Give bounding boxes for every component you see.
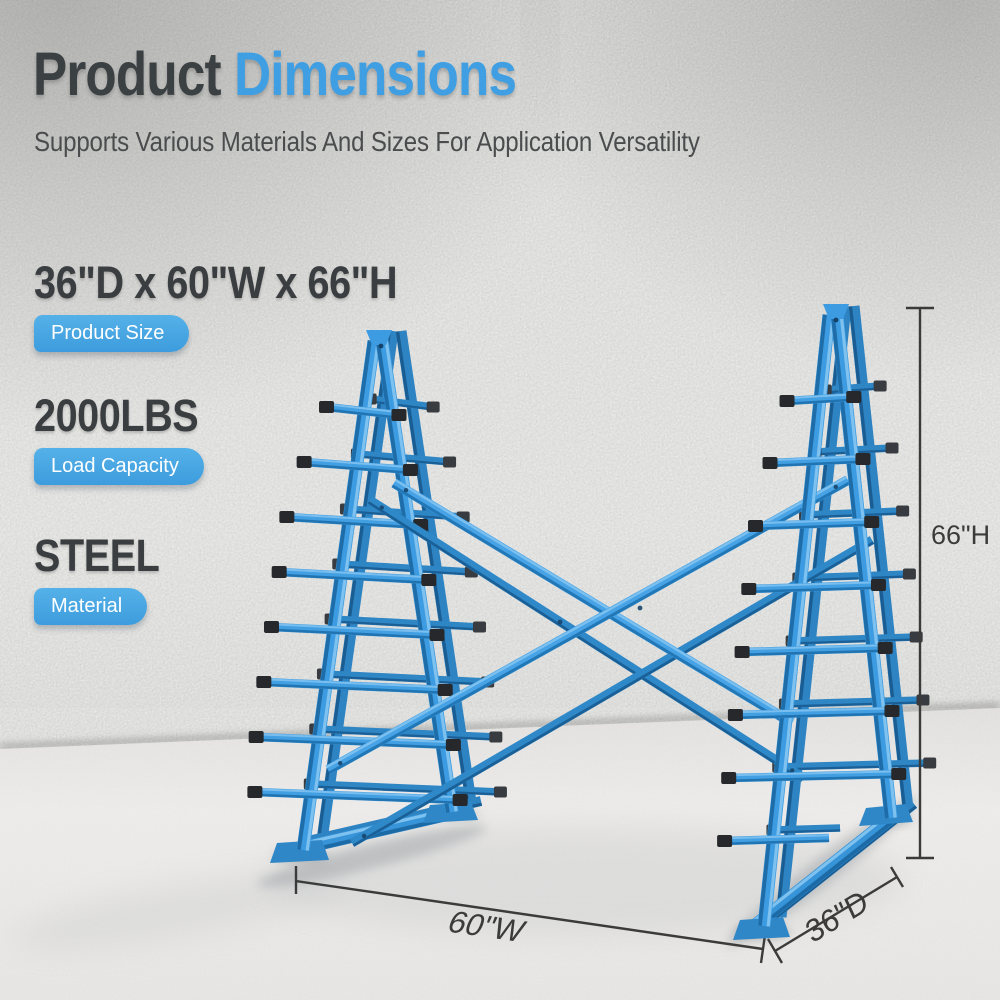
height-dimension-label: 66"H	[931, 520, 991, 550]
left-a-frame	[247, 330, 478, 863]
spec-material: STEEL Material	[34, 533, 177, 625]
title-accent: Dimensions	[234, 40, 517, 108]
spec-load-capacity: 2000LBS Load Capacity	[34, 393, 221, 485]
badge-material: Material	[34, 588, 148, 625]
spec-value-material: STEEL	[34, 530, 160, 581]
badge-load-capacity: Load Capacity	[34, 448, 204, 485]
depth-dimension-label: 36"D	[800, 883, 874, 950]
right-a-frame	[717, 304, 913, 940]
subtitle: Supports Various Materials And Sizes For…	[34, 126, 700, 157]
dimension-lines	[294, 306, 934, 964]
spec-product-size: 36"D x 60"W x 66"H Product Size	[34, 260, 447, 352]
title-primary: Product	[33, 40, 222, 108]
width-dimension-label: 60"W	[442, 904, 531, 949]
badge-product-size: Product Size	[34, 315, 190, 352]
spec-value-size: 36"D x 60"W x 66"H	[34, 257, 398, 308]
page-title: Product Dimensions	[33, 40, 517, 108]
spec-value-load: 2000LBS	[34, 390, 199, 441]
